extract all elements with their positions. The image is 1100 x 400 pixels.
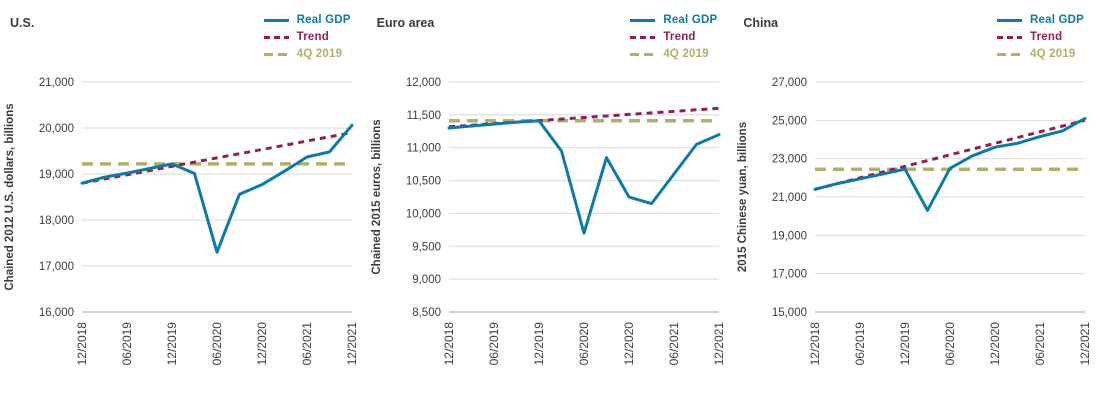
x-tick-label: 12/2018 <box>442 322 456 366</box>
legend-label: Trend <box>663 31 696 43</box>
x-tick-label: 06/2020 <box>577 322 591 366</box>
chart-plot: 8,500 9,000 9,500 10,000 10,500 11,000 11,500 1… <box>371 77 726 366</box>
y-tick-label: 21,000 <box>39 77 74 89</box>
x-tick-label: 12/2019 <box>532 322 546 366</box>
y-tick-label: 8,500 <box>412 307 441 319</box>
legend-swatch-line-icon <box>630 35 656 39</box>
x-tick-label: 06/2019 <box>487 322 501 366</box>
y-tick-label: 9,000 <box>412 274 441 286</box>
y-tick-label: 17,000 <box>39 261 74 273</box>
y-tick-label: 21,000 <box>772 192 807 204</box>
legend-item: 4Q 2019 <box>263 48 351 60</box>
x-tick-label: 06/2020 <box>210 322 224 366</box>
legend-swatch-line-icon <box>263 35 289 39</box>
y-tick-label: 18,000 <box>39 215 74 227</box>
x-tick-label: 06/2019 <box>120 322 134 366</box>
x-tick-label: 06/2021 <box>1033 322 1047 366</box>
x-tick-label: 12/2018 <box>808 322 822 366</box>
legend-label: 4Q 2019 <box>1030 48 1076 60</box>
legend-swatch-line-icon <box>630 52 656 56</box>
chart-title: U.S. <box>10 16 35 30</box>
legend-item: Real GDP <box>629 14 717 26</box>
y-axis-label: Chained 2015 euros, billions <box>371 119 383 274</box>
y-tick-label: 10,000 <box>405 208 440 220</box>
legend-label: Trend <box>1030 31 1063 43</box>
legend-item: 4Q 2019 <box>996 48 1084 60</box>
x-tick-label: 06/2021 <box>667 322 681 366</box>
y-tick-label: 17,000 <box>772 269 807 281</box>
y-axis-label: 2015 Chinese yuan, billions <box>737 122 749 272</box>
chart-header: U.S. Real GDP Trend 4Q 2019 <box>0 0 367 68</box>
chart-panel: U.S. Real GDP Trend 4Q 2019 16,000 17,000 18… <box>0 0 367 400</box>
legend-label: Real GDP <box>296 14 351 26</box>
legend-item: 4Q 2019 <box>629 48 717 60</box>
legend-item: Real GDP <box>263 14 351 26</box>
y-tick-label: 10,500 <box>405 176 440 188</box>
legend: Real GDP Trend 4Q 2019 <box>996 14 1084 60</box>
chart-title: Euro area <box>376 16 435 30</box>
x-tick-label: 06/2020 <box>943 322 957 366</box>
legend-swatch-line-icon <box>997 18 1022 22</box>
real-gdp-line <box>80 123 354 254</box>
y-tick-label: 16,000 <box>39 307 74 319</box>
legend-label: Trend <box>296 31 329 43</box>
chart-panel: Euro area Real GDP Trend 4Q 2019 8,500 9,00… <box>367 0 734 400</box>
legend-item: Trend <box>629 31 717 43</box>
y-axis-label: Chained 2012 U.S. dollars, billions <box>4 103 16 290</box>
x-tick-label: 12/2019 <box>898 322 912 366</box>
x-tick-label: 12/2020 <box>988 322 1002 366</box>
y-tick-label: 20,000 <box>39 123 74 135</box>
y-tick-label: 19,000 <box>39 169 74 181</box>
y-tick-label: 15,000 <box>772 307 807 319</box>
x-tick-label: 12/2020 <box>622 322 636 366</box>
x-tick-label: 12/2019 <box>165 322 179 366</box>
y-tick-label: 23,000 <box>772 154 807 166</box>
chart-panel: China Real GDP Trend 4Q 2019 15,000 17,000 1… <box>733 0 1100 400</box>
real-gdp-line <box>447 119 721 235</box>
y-tick-label: 12,000 <box>405 77 440 89</box>
legend-item: Trend <box>996 31 1084 43</box>
legend: Real GDP Trend 4Q 2019 <box>263 14 351 60</box>
y-tick-label: 19,000 <box>772 230 807 242</box>
chart-header: Euro area Real GDP Trend 4Q 2019 <box>367 0 734 68</box>
x-tick-label: 12/2020 <box>255 322 269 366</box>
x-tick-label: 12/2021 <box>345 322 359 366</box>
y-tick-label: 27,000 <box>772 77 807 89</box>
chart-plot: 16,000 17,000 18,000 19,000 20,000 21,000 Chai… <box>4 77 359 366</box>
chart-header: China Real GDP Trend 4Q 2019 <box>733 0 1100 68</box>
legend-item: Trend <box>263 31 351 43</box>
legend-label: 4Q 2019 <box>663 48 709 60</box>
x-tick-label: 12/2021 <box>1078 322 1092 366</box>
x-tick-label: 06/2019 <box>853 322 867 366</box>
legend-label: Real GDP <box>1030 14 1085 26</box>
y-tick-label: 11,000 <box>406 143 440 155</box>
y-tick-label: 9,500 <box>412 241 441 253</box>
chart-title: China <box>743 16 779 30</box>
legend-swatch-line-icon <box>263 18 289 22</box>
x-tick-label: 12/2018 <box>75 322 89 366</box>
legend-swatch-line-icon <box>630 18 656 22</box>
real-gdp-line <box>813 116 1087 212</box>
legend-swatch-line-icon <box>263 52 289 56</box>
chart-plot: 15,000 17,000 19,000 21,000 23,000 25,000 27,0… <box>737 77 1092 366</box>
legend-item: Real GDP <box>996 14 1084 26</box>
legend-label: 4Q 2019 <box>296 48 343 60</box>
x-tick-label: 06/2021 <box>300 322 314 366</box>
trend-line <box>81 131 353 185</box>
y-tick-label: 11,500 <box>406 110 440 122</box>
y-tick-label: 25,000 <box>772 115 807 127</box>
legend-swatch-line-icon <box>997 52 1022 56</box>
x-tick-label: 12/2021 <box>712 322 726 366</box>
legend-label: Real GDP <box>663 14 718 26</box>
legend: Real GDP Trend 4Q 2019 <box>629 14 717 60</box>
legend-swatch-line-icon <box>997 35 1022 39</box>
